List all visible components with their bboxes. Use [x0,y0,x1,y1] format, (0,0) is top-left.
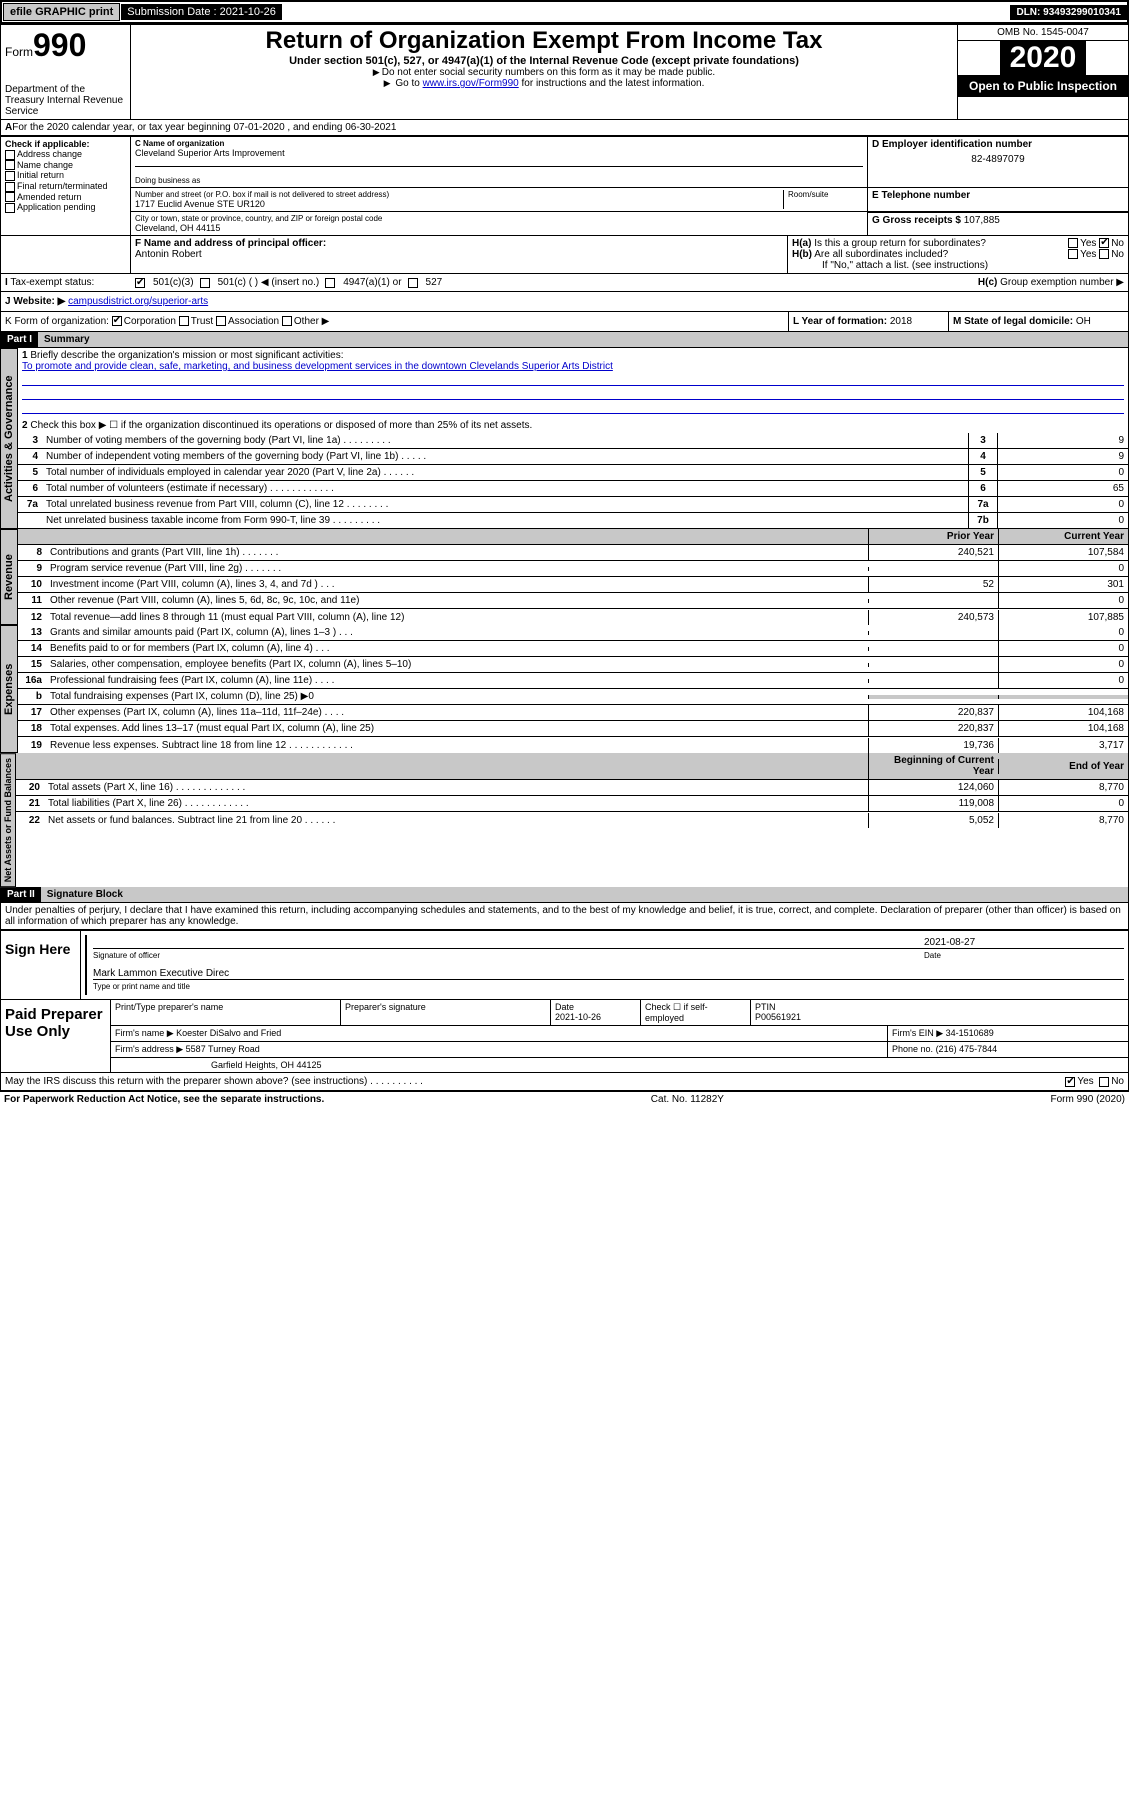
row-website: J Website: ▶ campusdistrict.org/superior… [0,292,1129,312]
check-name-change[interactable]: Name change [5,160,126,171]
line-14: 14 Benefits paid to or for members (Part… [18,641,1128,657]
tab-expenses: Expenses [0,625,18,753]
line-10: 10 Investment income (Part VIII, column … [18,577,1128,593]
check-app-pending[interactable]: Application pending [5,202,126,213]
ptin: P00561921 [755,1012,1124,1022]
form-title: Return of Organization Exempt From Incom… [133,27,955,55]
line-16a: 16a Professional fundraising fees (Part … [18,673,1128,689]
page-footer: For Paperwork Reduction Act Notice, see … [0,1091,1129,1107]
form-subtitle: Under section 501(c), 527, or 4947(a)(1)… [133,55,955,67]
line-15: 15 Salaries, other compensation, employe… [18,657,1128,673]
omb-number: OMB No. 1545-0047 [958,25,1128,41]
line-7b: Net unrelated business taxable income fr… [18,513,1128,529]
firm-address: 5587 Turney Road [186,1044,260,1054]
gross-receipts: 107,885 [964,215,1000,226]
check-initial-return[interactable]: Initial return [5,170,126,181]
mission-text[interactable]: To promote and provide clean, safe, mark… [22,361,613,372]
line-3: 3 Number of voting members of the govern… [18,433,1128,449]
form-label: Form [5,45,33,59]
part2-declaration: Under penalties of perjury, I declare th… [0,903,1129,930]
ha-no-check [1099,238,1109,248]
line-8: 8 Contributions and grants (Part VIII, l… [18,545,1128,561]
line-21: 21 Total liabilities (Part X, line 26) .… [16,796,1128,812]
line-5: 5 Total number of individuals employed i… [18,465,1128,481]
sign-block: Sign Here 2021-08-27 Signature of office… [0,930,1129,1000]
org-name: Cleveland Superior Arts Improvement [135,148,863,158]
line-11: 11 Other revenue (Part VIII, column (A),… [18,593,1128,609]
line-17: 17 Other expenses (Part IX, column (A), … [18,705,1128,721]
form-header: Form990 Department of the Treasury Inter… [0,24,1129,120]
state-domicile: OH [1076,316,1091,327]
top-bar: efile GRAPHIC print Submission Date : 20… [0,0,1129,24]
firm-name: Koester DiSalvo and Fried [176,1028,281,1038]
open-public-label: Open to Public Inspection [958,75,1128,97]
ein: 82-4897079 [872,154,1124,165]
submission-date-label: Submission Date : 2021-10-26 [121,4,282,20]
part1-net-assets: Net Assets or Fund Balances Beginning of… [0,753,1129,887]
check-final-return[interactable]: Final return/terminated [5,181,126,192]
year-formation: 2018 [890,316,912,327]
line-a: A For the 2020 calendar year, or tax yea… [0,120,1129,136]
row-tax-exempt: I Tax-exempt status: 501(c)(3) 501(c) ( … [0,274,1129,292]
tax-year: 2020 [1000,41,1087,75]
instruction-1: Do not enter social security numbers on … [133,67,955,78]
row-klm: K Form of organization: Corporation Trus… [0,312,1129,332]
discuss-yes-check [1065,1077,1075,1087]
line-13: 13 Grants and similar amounts paid (Part… [18,625,1128,641]
part1-header: Part ISummary [0,332,1129,348]
part1-revenue: Revenue Prior Year Current Year 8 Contri… [0,529,1129,625]
org-city: Cleveland, OH 44115 [135,223,863,233]
firm-city: Garfield Heights, OH 44125 [111,1058,1128,1072]
line-6: 6 Total number of volunteers (estimate i… [18,481,1128,497]
check-501c3 [135,278,145,288]
sign-date: 2021-08-27 [924,937,1124,948]
check-address-change[interactable]: Address change [5,149,126,160]
instruction-2: Go to www.irs.gov/Form990 for instructio… [133,78,955,89]
firm-ein: 34-1510689 [946,1028,994,1038]
discuss-row: May the IRS discuss this return with the… [0,1073,1129,1091]
line-4: 4 Number of independent voting members o… [18,449,1128,465]
line-12: 12 Total revenue—add lines 8 through 11 … [18,609,1128,625]
irs-link[interactable]: www.irs.gov/Form990 [423,78,519,89]
firm-phone: (216) 475-7844 [936,1044,998,1054]
tab-revenue: Revenue [0,529,18,625]
form-number: 990 [33,27,86,63]
check-corporation [112,316,122,326]
part1-activities-governance: Activities & Governance 1 Briefly descri… [0,348,1129,529]
website-link[interactable]: campusdistrict.org/superior-arts [68,296,208,307]
org-address: 1717 Euclid Avenue STE UR120 [135,199,783,209]
line-22: 22 Net assets or fund balances. Subtract… [16,812,1128,828]
line-20: 20 Total assets (Part X, line 16) . . . … [16,780,1128,796]
tab-net-assets: Net Assets or Fund Balances [0,753,16,887]
line-18: 18 Total expenses. Add lines 13–17 (must… [18,721,1128,737]
box-b: Check if applicable: Address change Name… [1,137,131,235]
efile-print-button[interactable]: efile GRAPHIC print [3,3,120,21]
section-bcdefg: Check if applicable: Address change Name… [0,136,1129,236]
prep-date: 2021-10-26 [555,1012,636,1022]
section-fh: F Name and address of principal officer:… [0,236,1129,274]
line-b: b Total fundraising expenses (Part IX, c… [18,689,1128,705]
line-19: 19 Revenue less expenses. Subtract line … [18,737,1128,753]
check-amended-return[interactable]: Amended return [5,192,126,203]
officer-name: Mark Lammon Executive Direc [93,968,229,979]
part2-header: Part IISignature Block [0,887,1129,903]
line-7a: 7a Total unrelated business revenue from… [18,497,1128,513]
line-9: 9 Program service revenue (Part VIII, li… [18,561,1128,577]
part1-expenses: Expenses 13 Grants and similar amounts p… [0,625,1129,753]
principal-officer: Antonin Robert [135,249,783,260]
dln-label: DLN: 93493299010341 [1010,5,1127,20]
paid-preparer-block: Paid Preparer Use Only Print/Type prepar… [0,1000,1129,1073]
dept-label: Department of the Treasury Internal Reve… [5,84,126,117]
tab-activities-governance: Activities & Governance [0,348,18,529]
